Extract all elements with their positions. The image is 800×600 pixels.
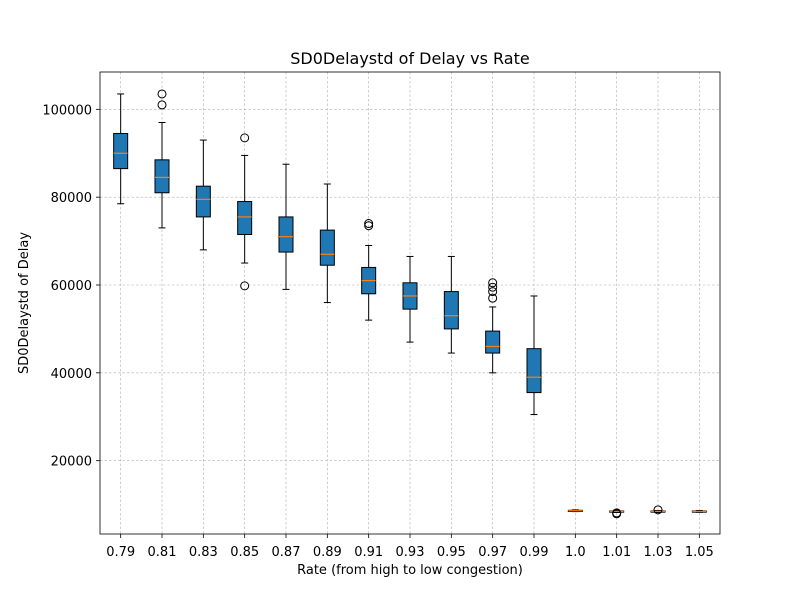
- plot-frame: [99, 71, 721, 535]
- iqr-box: [319, 229, 335, 266]
- x-tick-label: 1.03: [644, 545, 673, 560]
- box-group: [402, 255, 418, 343]
- box-group: [278, 163, 294, 290]
- y-tick-label: 100000: [42, 103, 92, 118]
- y-tick-label: 60000: [51, 279, 92, 294]
- box-group: [526, 295, 542, 416]
- y-tick-label: 40000: [51, 367, 92, 382]
- x-tick-label: 0.95: [437, 545, 466, 560]
- box-group: [237, 133, 253, 291]
- outlier-point: [653, 505, 663, 515]
- box-group: [361, 219, 377, 321]
- box-group: [113, 93, 129, 205]
- x-tick-label: 0.93: [396, 545, 425, 560]
- outlier-point: [612, 509, 622, 519]
- axes: 20000 40000 60000 80000 100000 0.79 0.81 0.83 0.…: [42, 71, 721, 560]
- x-tick-label: 1.0: [565, 545, 586, 560]
- iqr-box: [154, 159, 170, 194]
- iqr-box: [195, 185, 211, 218]
- outlier-point: [240, 133, 250, 143]
- box-group: [567, 509, 583, 513]
- box-group: [485, 278, 501, 374]
- chart-title: SD0Delaystd of Delay vs Rate: [290, 49, 529, 68]
- box-group: [195, 139, 211, 251]
- y-axis-label: SD0Delaystd of Delay: [17, 232, 32, 374]
- x-tick-label: 0.97: [478, 545, 507, 560]
- x-tick-label: 1.05: [685, 545, 714, 560]
- outlier-point: [488, 293, 498, 303]
- y-tick-label: 80000: [51, 191, 92, 206]
- x-tick-label: 0.87: [272, 545, 301, 560]
- outlier-point: [364, 219, 374, 229]
- outlier-point: [240, 281, 250, 291]
- x-axis-label: Rate (from high to low congestion): [297, 563, 523, 578]
- x-tick-label: 1.01: [602, 545, 631, 560]
- box-group: [609, 508, 625, 519]
- iqr-box: [526, 348, 542, 394]
- outlier-point: [157, 100, 167, 110]
- iqr-box: [237, 201, 253, 235]
- y-tick-label: 20000: [51, 455, 92, 470]
- x-tick-label: 0.99: [520, 545, 549, 560]
- iqr-box: [485, 330, 501, 354]
- box-group: [691, 510, 707, 513]
- iqr-box: [443, 291, 459, 330]
- box-group: [319, 183, 335, 304]
- x-tick-label: 0.83: [189, 545, 218, 560]
- box-group: [443, 255, 459, 354]
- outlier-point: [488, 282, 498, 292]
- x-tick-label: 0.81: [148, 545, 177, 560]
- outlier-point: [364, 221, 374, 231]
- iqr-box: [113, 132, 129, 170]
- x-tick-label: 0.89: [313, 545, 342, 560]
- outlier-point: [157, 89, 167, 99]
- outlier-point: [488, 287, 498, 297]
- box-series: [113, 89, 707, 519]
- box-group: [650, 505, 666, 515]
- outlier-point: [488, 278, 498, 288]
- iqr-box: [278, 216, 294, 253]
- x-tick-label: 0.91: [354, 545, 383, 560]
- x-tick-label: 0.85: [230, 545, 259, 560]
- box-group: [154, 89, 170, 229]
- x-tick-label: 0.79: [106, 545, 135, 560]
